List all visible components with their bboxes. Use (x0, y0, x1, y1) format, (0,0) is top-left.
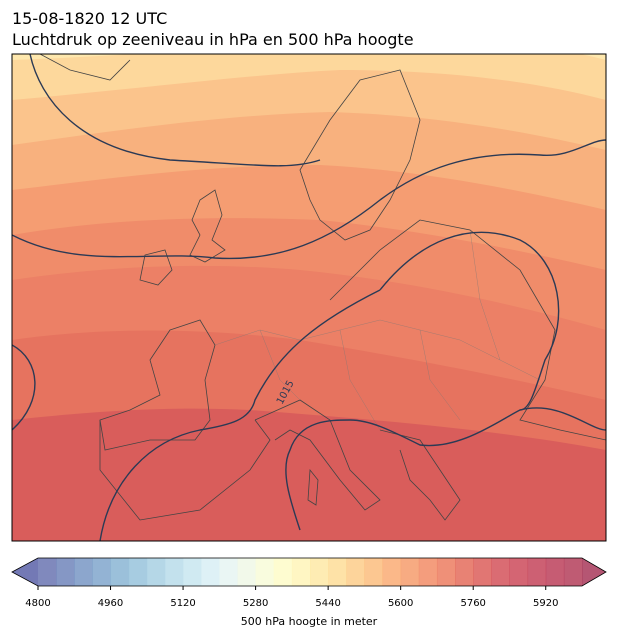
colorbar-segment (527, 558, 547, 586)
colorbar-tick-label: 4960 (98, 598, 123, 609)
colorbar-segment (237, 558, 257, 586)
map-title: Luchtdruk op zeeniveau in hPa en 500 hPa… (12, 30, 414, 49)
colorbar-segment (364, 558, 384, 586)
colorbar-segment (400, 558, 420, 586)
colorbar-segment (164, 558, 184, 586)
colorbar-segment (38, 558, 57, 586)
colorbar-tick-label: 5920 (533, 598, 558, 609)
colorbar-segment (545, 558, 565, 586)
colorbar-segment (146, 558, 166, 586)
colorbar-segment (273, 558, 293, 586)
colorbar-extend-high (582, 558, 606, 586)
colorbar-segment (509, 558, 529, 586)
colorbar-extend-low (12, 558, 38, 586)
colorbar-tick-label: 5280 (243, 598, 268, 609)
colorbar-segment (183, 558, 202, 586)
colorbar-segment (255, 558, 275, 586)
colorbar-segment (92, 558, 112, 586)
colorbar-label: 500 hPa hoogte in meter (241, 615, 378, 628)
map: 1015 (12, 54, 606, 541)
colorbar-segment (491, 558, 510, 586)
colorbar-segment (455, 558, 474, 586)
colorbar-segment (310, 558, 329, 586)
colorbar-tick-label: 5120 (170, 598, 195, 609)
colorbar-tick-label: 5600 (388, 598, 413, 609)
colorbar-segment (418, 558, 438, 586)
colorbar-segment (328, 558, 347, 586)
colorbar-tick-label: 5760 (460, 598, 485, 609)
colorbar-segment (291, 558, 311, 586)
colorbar-segment (219, 558, 238, 586)
colorbar-segment (346, 558, 365, 586)
colorbar-segment (201, 558, 220, 586)
colorbar-tick-label: 5440 (315, 598, 340, 609)
colorbar-segment (110, 558, 130, 586)
map-frame (11, 53, 607, 542)
colorbar-segment (56, 558, 75, 586)
colorbar: 4800 4960 5120 5280 5440 5600 5760 5920 (11, 557, 607, 609)
colorbar-tick-label: 4800 (25, 598, 50, 609)
date-title: 15-08-1820 12 UTC (12, 9, 167, 28)
colorbar-outline (11, 557, 607, 587)
colorbar-segment (473, 558, 492, 586)
colorbar-segment (128, 558, 148, 586)
colorbar-segment (382, 558, 402, 586)
colorbar-segment (563, 558, 583, 586)
colorbar-segment (436, 558, 456, 586)
colorbar-segment (74, 558, 93, 586)
